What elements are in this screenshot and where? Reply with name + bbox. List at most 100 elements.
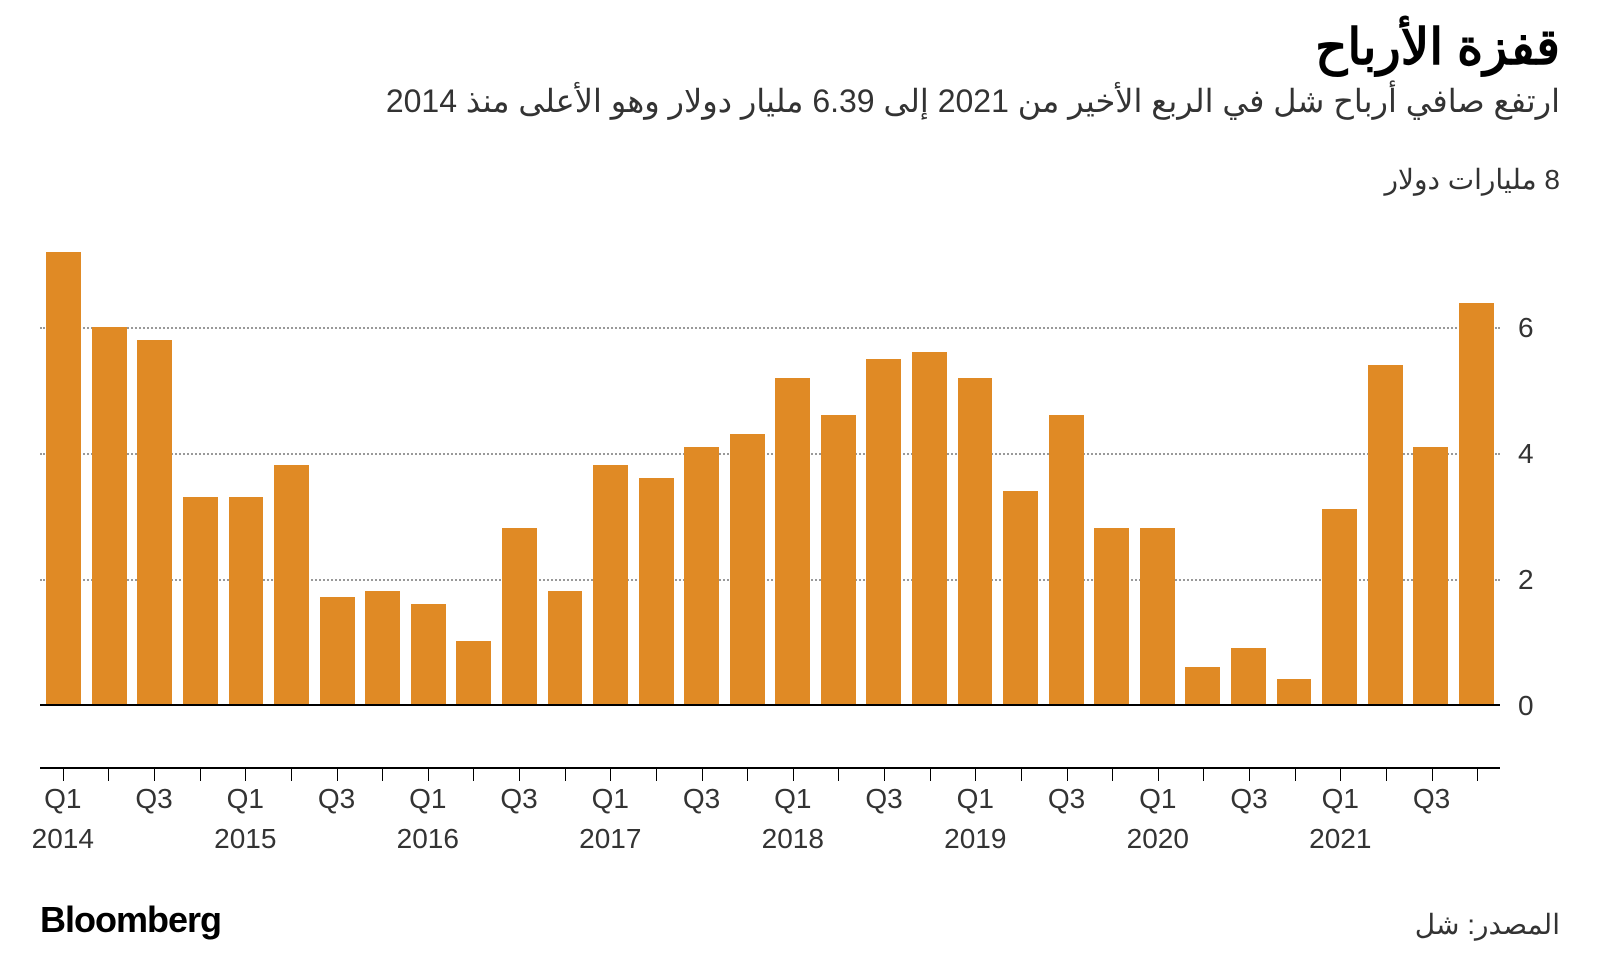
bar-slot — [135, 202, 175, 767]
bar — [775, 378, 810, 705]
bar-slot — [1365, 202, 1405, 767]
bar-slot — [409, 202, 449, 767]
x-tick — [1203, 769, 1204, 781]
bar-slot — [1320, 202, 1360, 767]
x-quarter-label: Q1 — [44, 783, 81, 815]
bar — [1140, 528, 1175, 704]
bar-slot — [454, 202, 494, 767]
x-tick — [975, 769, 976, 781]
bar — [502, 528, 537, 704]
bar — [1003, 491, 1038, 705]
x-tick — [337, 769, 338, 781]
x-tick — [291, 769, 292, 781]
y-tick-label: 6 — [1518, 312, 1534, 344]
x-tick — [200, 769, 201, 781]
x-quarter-label: Q1 — [774, 783, 811, 815]
chart-title: قفزة الأرباح — [40, 20, 1560, 75]
bar-slot — [363, 202, 403, 767]
y-tick-label: 0 — [1518, 690, 1534, 722]
chart: 0246 Q12014Q3Q12015Q3Q12016Q3Q12017Q3Q12… — [40, 202, 1560, 879]
x-year-label: 2018 — [762, 823, 824, 855]
bar — [365, 591, 400, 704]
x-tick — [1158, 769, 1159, 781]
bar — [320, 597, 355, 704]
y-axis-unit: 8 مليارات دولار — [40, 163, 1560, 196]
bar-slot — [1046, 202, 1086, 767]
x-tick — [1340, 769, 1341, 781]
x-tick — [1112, 769, 1113, 781]
bar — [274, 465, 309, 704]
x-tick — [382, 769, 383, 781]
x-year-label: 2019 — [944, 823, 1006, 855]
bars-container — [40, 202, 1500, 767]
x-quarter-label: Q1 — [957, 783, 994, 815]
x-year-label: 2021 — [1309, 823, 1371, 855]
x-year-label: 2017 — [579, 823, 641, 855]
x-quarter-label: Q3 — [683, 783, 720, 815]
x-quarter-label: Q3 — [1413, 783, 1450, 815]
x-tick — [747, 769, 748, 781]
bar-slot — [44, 202, 84, 767]
bar-slot — [955, 202, 995, 767]
bar — [229, 497, 264, 704]
bar — [684, 447, 719, 705]
x-tick — [656, 769, 657, 781]
x-tick — [565, 769, 566, 781]
bar-slot — [181, 202, 221, 767]
x-tick — [702, 769, 703, 781]
bar — [1368, 365, 1403, 704]
bar-slot — [773, 202, 813, 767]
x-quarter-label: Q3 — [318, 783, 355, 815]
bar — [1459, 303, 1494, 704]
x-tick — [1067, 769, 1068, 781]
plot-area — [40, 202, 1500, 769]
bar-slot — [682, 202, 722, 767]
x-tick — [1477, 769, 1478, 781]
bar-slot — [1092, 202, 1132, 767]
bar-slot — [272, 202, 312, 767]
x-year-label: 2020 — [1127, 823, 1189, 855]
bar — [1094, 528, 1129, 704]
bar-slot — [591, 202, 631, 767]
x-quarter-label: Q1 — [227, 783, 264, 815]
x-quarter-label: Q1 — [592, 783, 629, 815]
x-quarter-label: Q3 — [865, 783, 902, 815]
bar — [1049, 415, 1084, 704]
x-tick — [154, 769, 155, 781]
bar-slot — [1456, 202, 1496, 767]
bar-slot — [545, 202, 585, 767]
bar — [866, 359, 901, 705]
x-tick — [793, 769, 794, 781]
bar-slot — [500, 202, 540, 767]
x-tick — [473, 769, 474, 781]
bar — [1277, 679, 1312, 704]
bar — [639, 478, 674, 704]
bar — [821, 415, 856, 704]
x-quarter-label: Q1 — [409, 783, 446, 815]
x-year-label: 2014 — [32, 823, 94, 855]
x-tick — [1249, 769, 1250, 781]
bar-slot — [1001, 202, 1041, 767]
bar — [456, 641, 491, 704]
bar — [548, 591, 583, 704]
chart-subtitle: ارتفع صافي أرباح شل في الربع الأخير من 2… — [40, 81, 1560, 123]
bar-slot — [1411, 202, 1451, 767]
brand-logo: Bloomberg — [40, 899, 221, 941]
x-tick — [428, 769, 429, 781]
bar-slot — [317, 202, 357, 767]
x-tick — [610, 769, 611, 781]
x-tick — [245, 769, 246, 781]
x-quarter-label: Q3 — [1048, 783, 1085, 815]
zero-line — [40, 704, 1500, 706]
source-label: المصدر: شل — [1415, 908, 1560, 941]
x-tick — [63, 769, 64, 781]
bar-slot — [1274, 202, 1314, 767]
y-axis: 0246 — [1500, 202, 1560, 769]
bar-slot — [1183, 202, 1223, 767]
bar-slot — [226, 202, 266, 767]
bar — [1231, 648, 1266, 705]
bar-slot — [864, 202, 904, 767]
chart-header: قفزة الأرباح ارتفع صافي أرباح شل في الرب… — [40, 20, 1560, 123]
y-tick-label: 2 — [1518, 564, 1534, 596]
bar — [730, 434, 765, 704]
